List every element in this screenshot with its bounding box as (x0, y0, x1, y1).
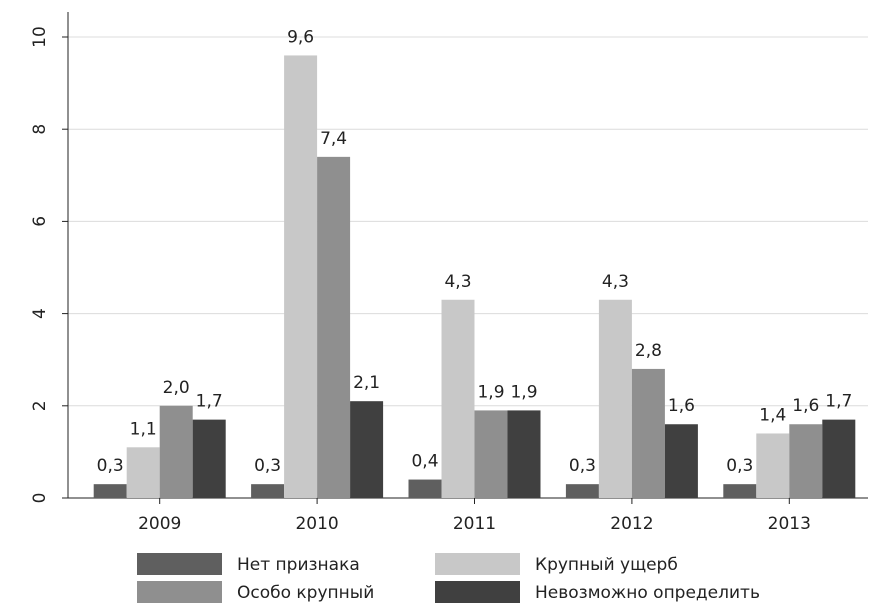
value-label: 1,1 (130, 419, 157, 439)
value-label: 1,7 (825, 392, 852, 412)
y-tick-label: 6 (30, 216, 50, 227)
x-tick-label: 2013 (768, 514, 811, 534)
value-label: 1,6 (792, 396, 819, 416)
legend-swatch (435, 581, 520, 603)
bar (192, 419, 226, 498)
legend-swatch (435, 553, 520, 575)
legend-label: Нет признака (237, 555, 360, 575)
y-tick-label: 8 (30, 124, 50, 135)
value-label: 7,4 (320, 129, 347, 149)
legend-swatch (137, 553, 222, 575)
value-label: 1,6 (668, 396, 695, 416)
value-label: 0,3 (726, 456, 753, 476)
value-label: 4,3 (444, 272, 471, 292)
value-label: 2,8 (635, 341, 662, 361)
value-label: 1,9 (510, 382, 537, 402)
legend-label: Особо крупный (237, 583, 374, 603)
x-tick-label: 2011 (453, 514, 496, 534)
bar (284, 55, 318, 498)
value-label: 0,3 (569, 456, 596, 476)
bar (723, 484, 757, 498)
value-label: 9,6 (287, 27, 314, 47)
y-tick-label: 0 (30, 493, 50, 504)
legend-label: Невозможно определить (535, 583, 760, 603)
bar (408, 479, 442, 498)
value-label: 2,0 (163, 378, 190, 398)
value-label: 0,3 (97, 456, 124, 476)
x-tick-label: 2010 (295, 514, 338, 534)
value-label: 4,3 (602, 272, 629, 292)
bar (565, 484, 599, 498)
bar (317, 156, 351, 499)
y-tick-label: 10 (30, 26, 50, 48)
bar (93, 484, 127, 498)
value-label: 1,4 (759, 405, 786, 425)
y-tick-label: 4 (30, 308, 50, 319)
legend-label: Крупный ущерб (535, 555, 678, 575)
bar (822, 419, 856, 498)
bar (350, 401, 384, 498)
bar (441, 299, 475, 498)
bar (474, 410, 508, 498)
x-tick-label: 2009 (138, 514, 181, 534)
bar (159, 405, 193, 498)
bar (631, 368, 665, 498)
legend-swatch (137, 581, 222, 603)
value-label: 1,9 (477, 382, 504, 402)
bar (126, 447, 160, 498)
value-label: 1,7 (196, 392, 223, 412)
bar (598, 299, 632, 498)
bar (251, 484, 285, 498)
value-label: 0,4 (411, 452, 438, 472)
bar (756, 433, 790, 498)
bar (664, 424, 698, 498)
bar (507, 410, 541, 498)
value-label: 2,1 (353, 373, 380, 393)
value-label: 0,3 (254, 456, 281, 476)
y-tick-label: 2 (30, 400, 50, 411)
bar (789, 424, 823, 498)
x-tick-label: 2012 (610, 514, 653, 534)
